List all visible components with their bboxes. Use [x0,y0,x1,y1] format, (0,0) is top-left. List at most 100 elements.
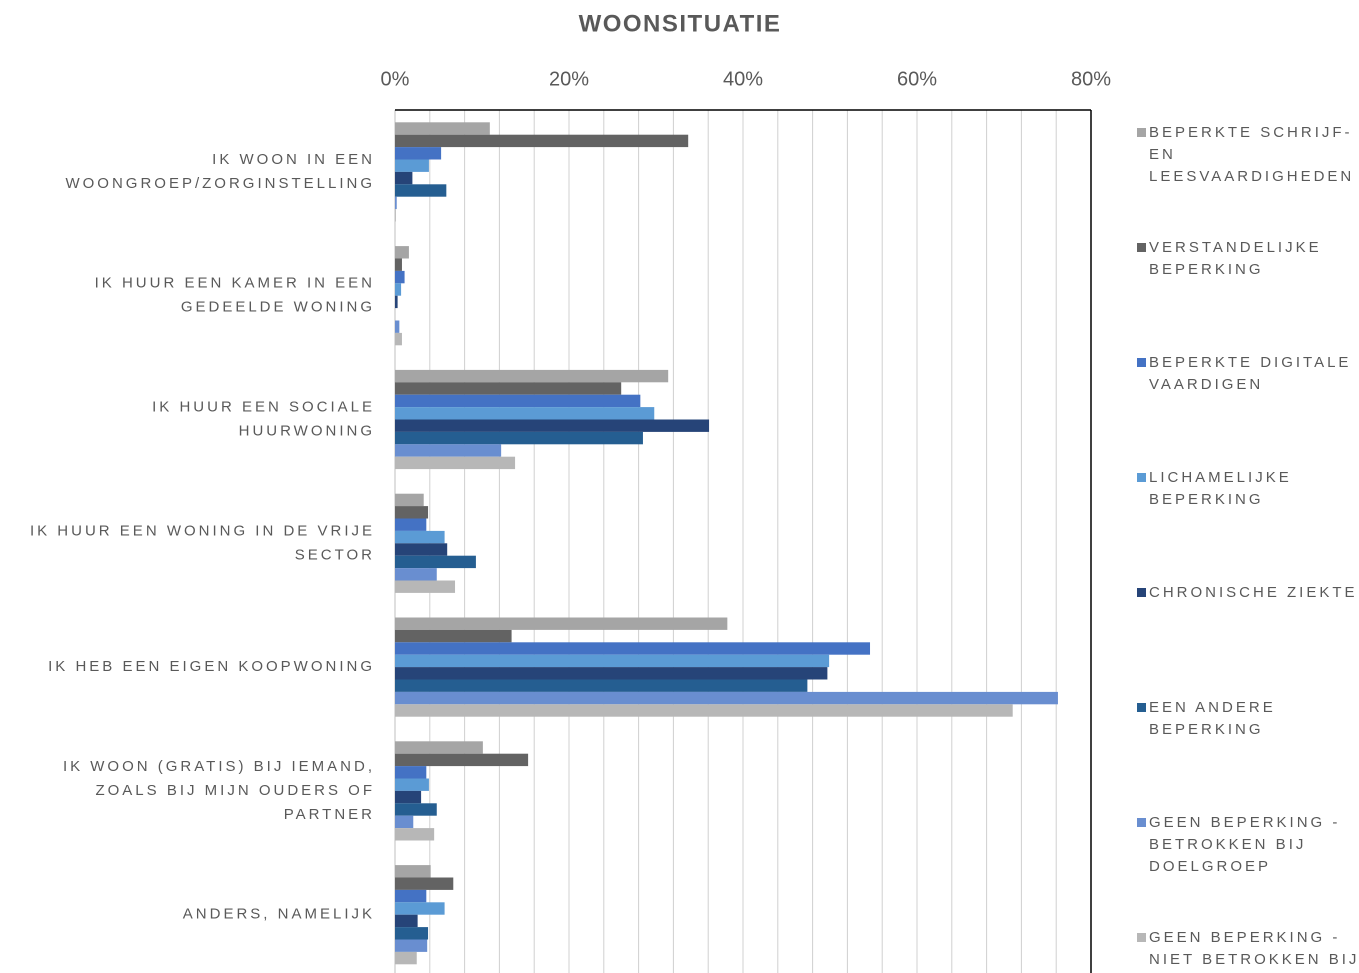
x-tick-label: 20% [549,68,589,90]
x-tick-label: 0% [381,68,410,90]
legend-label: VERSTANDELIJKE [1149,239,1322,256]
bar [395,159,429,172]
bar [395,555,476,569]
legend-label: VAARDIGEN [1149,376,1263,393]
bar [395,790,422,804]
legend-label: NIET BETROKKEN BIJ [1149,951,1359,968]
bar [395,815,414,829]
bar [395,679,808,692]
bar [395,766,427,779]
legend-label: EEN ANDERE [1149,699,1276,716]
bar [395,196,397,210]
bar [395,209,396,222]
bar [395,431,643,445]
bar [395,951,417,965]
x-tick-label: 40% [723,68,763,90]
y-tick-label: IK HUUR EEN KAMER IN EEN [95,275,375,292]
y-tick-label: ANDERS, NAMELIJK [183,906,375,923]
bar [395,320,400,333]
legend-label: EN [1149,146,1176,163]
bar [395,753,529,767]
y-tick-label: HUURWONING [239,422,375,439]
legend-swatch [1137,933,1146,942]
bar [395,394,641,408]
y-tick-label: WOONGROEP/ZORGINSTELLING [65,175,375,192]
bar [395,184,447,197]
bar [395,667,828,680]
bar [395,506,429,519]
bar [395,828,435,841]
legend-swatch [1137,243,1146,252]
x-tick-label: 80% [1071,68,1111,90]
legend-label: GEEN BEPERKING - [1149,929,1340,946]
bar [395,382,622,395]
legend-label: GEEN BEPERKING - [1149,814,1340,831]
bar [395,568,437,581]
bar [395,456,516,470]
y-tick-label: PARTNER [284,806,375,823]
bar [395,134,689,148]
bar [395,332,402,346]
legend-label: CHRONISCHE ZIEKTE [1149,584,1358,601]
bar [395,122,490,135]
legend-swatch [1137,588,1146,597]
bar [395,902,445,915]
bar [395,877,454,890]
bar [395,518,427,531]
bar [395,493,424,507]
legend-label: BEPERKTE DIGITALE [1149,354,1351,371]
legend-label: BEPERKING [1149,721,1264,738]
bar [395,617,728,630]
bar [395,889,427,903]
y-tick-label: GEDEELDE WONING [181,299,375,316]
bar [395,704,1013,717]
bar [395,270,405,284]
bar [395,283,402,296]
bar [395,914,418,928]
chart-title: WOONSITUATIE [579,10,782,37]
y-tick-label: IK HUUR EEN SOCIALE [152,398,375,415]
bar [395,629,512,643]
bar [395,171,413,185]
bar [395,530,445,544]
legend-label: LEESVAARDIGHEDEN [1149,168,1354,185]
bar [395,642,871,655]
bar [395,927,429,940]
bar [395,419,710,432]
bar [395,580,456,593]
legend-swatch [1137,358,1146,367]
y-tick-label: ZOALS BIJ MIJN OUDERS OF [95,782,375,799]
bar [395,865,431,878]
bar [395,444,502,457]
bar [395,939,428,952]
legend-label: LICHAMELIJKE [1149,469,1292,486]
bar [395,295,398,309]
legend-label: BETROKKEN BIJ [1149,836,1306,853]
legend-label: BEPERKING [1149,491,1264,508]
legend-label: DOELGROEP [1149,858,1271,875]
bar [395,803,437,816]
y-tick-label: IK HEB EEN EIGEN KOOPWONING [48,658,375,675]
bar [395,258,402,271]
y-tick-label: IK WOON (GRATIS) BIJ IEMAND, [63,758,375,775]
legend-swatch [1137,128,1146,137]
bar [395,654,830,668]
legend-label: BEPERKING [1149,261,1264,278]
bar [395,778,429,791]
legend-swatch [1137,818,1146,827]
bar [395,741,483,754]
y-tick-label: SECTOR [295,546,375,563]
y-tick-label: IK WOON IN EEN [212,151,375,168]
bar [395,691,1058,705]
bar [395,369,669,383]
legend-swatch [1137,703,1146,712]
legend-swatch [1137,473,1146,482]
y-tick-label: IK HUUR EEN WONING IN DE VRIJE [30,522,375,539]
legend-label: BEPERKTE SCHRIJF- [1149,124,1353,141]
bar [395,543,448,556]
bar [395,147,442,160]
x-tick-label: 60% [897,68,937,90]
bar [395,407,655,420]
bar [395,246,409,259]
